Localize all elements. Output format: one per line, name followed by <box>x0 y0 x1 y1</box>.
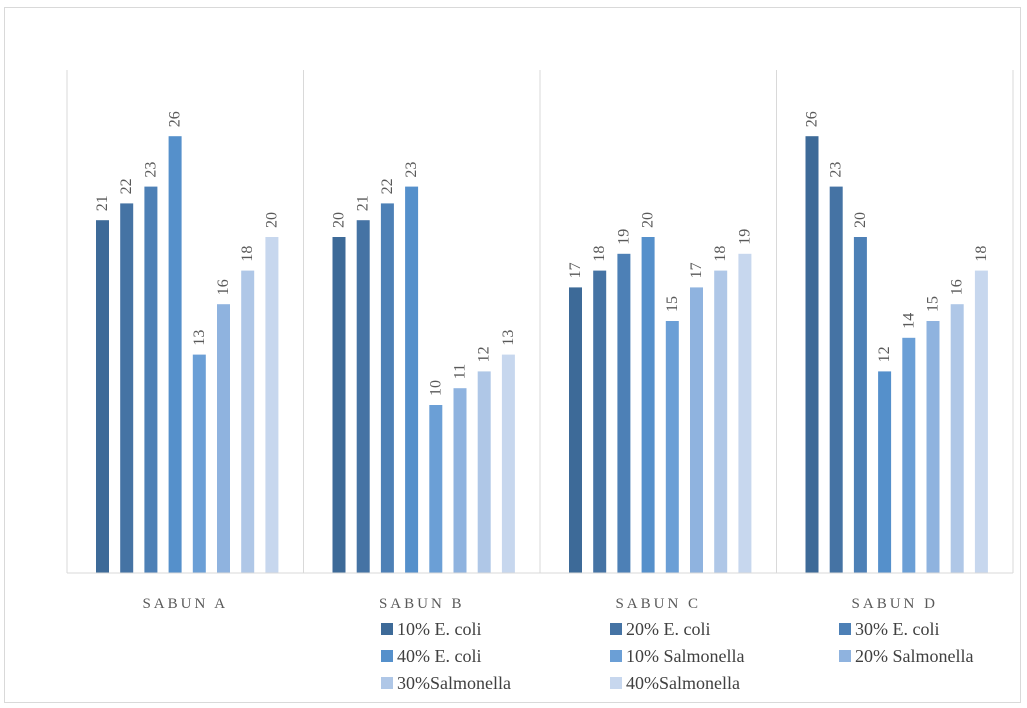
bar-sabun-d-10-salmonella <box>902 338 915 573</box>
bar-sabun-c-20-salmonella <box>690 287 703 573</box>
data-label: 20 <box>263 212 280 228</box>
data-label: 12 <box>476 346 493 362</box>
bar-sabun-b-40-salmonella <box>502 355 515 573</box>
data-label: 20 <box>640 212 657 228</box>
bar-sabun-d-30-salmonella <box>951 304 964 573</box>
bar-sabun-d-20-e-coli <box>830 187 843 573</box>
category-label-sabun-a: SABUN A <box>142 596 228 612</box>
legend-swatch <box>381 650 393 662</box>
data-label: 15 <box>664 296 681 312</box>
data-label: 10 <box>427 380 444 396</box>
bar-sabun-b-20-e-coli <box>357 220 370 573</box>
bar-sabun-d-40-salmonella <box>975 271 988 573</box>
data-label: 18 <box>591 246 608 262</box>
bar-sabun-b-30-e-coli <box>381 203 394 573</box>
bar-sabun-a-20-salmonella <box>217 304 230 573</box>
data-label: 17 <box>688 262 705 278</box>
bar-sabun-d-40-e-coli <box>878 371 891 573</box>
legend-swatch <box>610 677 622 689</box>
bar-sabun-a-30-salmonella <box>241 271 254 573</box>
data-label: 23 <box>828 162 845 178</box>
bar-sabun-a-10-salmonella <box>193 355 206 573</box>
bar-sabun-a-10-e-coli <box>96 220 109 573</box>
data-label: 22 <box>379 178 396 194</box>
data-label: 23 <box>403 162 420 178</box>
bar-sabun-a-20-e-coli <box>120 203 133 573</box>
data-label: 18 <box>239 246 256 262</box>
bar-sabun-a-30-e-coli <box>144 187 157 573</box>
data-label: 26 <box>167 111 184 127</box>
bar-sabun-b-40-e-coli <box>405 187 418 573</box>
data-label: 26 <box>804 111 821 127</box>
data-label: 11 <box>452 364 469 379</box>
data-label: 19 <box>615 229 632 245</box>
category-label-sabun-c: SABUN C <box>615 596 701 612</box>
data-label: 13 <box>191 330 208 346</box>
category-label-sabun-d: SABUN D <box>852 596 938 612</box>
data-label: 17 <box>567 262 584 278</box>
data-label: 23 <box>142 162 159 178</box>
legend-swatch <box>839 650 851 662</box>
data-label: 18 <box>973 246 990 262</box>
data-label: 16 <box>949 279 966 295</box>
legend-label-30-salmonella: 30%Salmonella <box>397 673 511 693</box>
data-label: 14 <box>900 313 917 329</box>
legend-swatch <box>610 623 622 635</box>
data-label: 12 <box>876 346 893 362</box>
bar-sabun-d-20-salmonella <box>927 321 940 573</box>
bar-sabun-c-20-e-coli <box>593 271 606 573</box>
category-label-sabun-b: SABUN B <box>379 596 465 612</box>
data-label: 13 <box>500 330 517 346</box>
data-label: 18 <box>712 246 729 262</box>
data-label: 16 <box>215 279 232 295</box>
legend-label-20-e-coli: 20% E. coli <box>626 619 710 639</box>
bar-sabun-b-30-salmonella <box>478 371 491 573</box>
bar-sabun-b-20-salmonella <box>454 388 467 573</box>
legend-label-20-salmonella: 20% Salmonella <box>855 646 973 666</box>
bar-sabun-d-30-e-coli <box>854 237 867 573</box>
bar-sabun-c-10-e-coli <box>569 287 582 573</box>
bar-sabun-c-40-e-coli <box>642 237 655 573</box>
legend-label-10-salmonella: 10% Salmonella <box>626 646 744 666</box>
data-label: 22 <box>118 178 135 194</box>
bar-sabun-a-40-e-coli <box>169 136 182 573</box>
bar-sabun-b-10-e-coli <box>333 237 346 573</box>
legend-swatch <box>381 623 393 635</box>
data-label: 19 <box>736 229 753 245</box>
data-label: 15 <box>925 296 942 312</box>
bar-sabun-c-30-e-coli <box>617 254 630 573</box>
data-label: 20 <box>852 212 869 228</box>
data-label: 21 <box>94 195 111 211</box>
legend-label-40-e-coli: 40% E. coli <box>397 646 481 666</box>
legend-swatch <box>381 677 393 689</box>
data-label: 20 <box>331 212 348 228</box>
legend-label-40-salmonella: 40%Salmonella <box>626 673 740 693</box>
data-label: 21 <box>355 195 372 211</box>
legend-label-10-e-coli: 10% E. coli <box>397 619 481 639</box>
bar-sabun-c-30-salmonella <box>714 271 727 573</box>
legend-label-30-e-coli: 30% E. coli <box>855 619 939 639</box>
bar-sabun-c-10-salmonella <box>666 321 679 573</box>
bar-sabun-c-40-salmonella <box>738 254 751 573</box>
bar-sabun-d-10-e-coli <box>806 136 819 573</box>
legend-swatch <box>610 650 622 662</box>
bar-sabun-a-40-salmonella <box>265 237 278 573</box>
legend-swatch <box>839 623 851 635</box>
bar-sabun-b-10-salmonella <box>429 405 442 573</box>
